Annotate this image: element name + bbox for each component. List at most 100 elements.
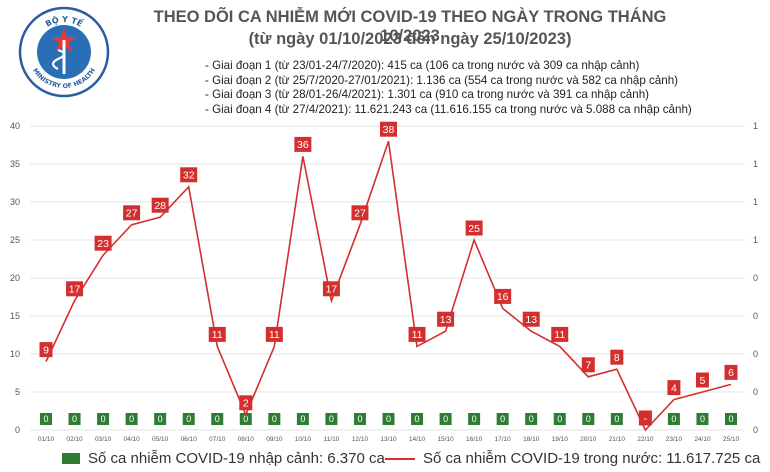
imported-bar-label: 0	[700, 414, 705, 424]
imported-bar-label: 0	[329, 414, 334, 424]
data-label: 11	[208, 326, 226, 342]
x-tick-label: 20/10	[580, 436, 597, 443]
data-label-bg	[408, 326, 426, 342]
legend-swatch-bar	[62, 453, 80, 464]
domestic-series-line	[45, 140, 732, 432]
left-tick-label: 30	[10, 197, 20, 207]
data-label-text: 6	[728, 367, 734, 379]
data-label-text: 13	[525, 314, 537, 326]
imported-bar	[296, 413, 309, 425]
imported-bar	[411, 413, 424, 425]
data-label-bg	[94, 235, 112, 251]
x-tick-label: 15/10	[437, 436, 454, 443]
imported-bar-label: 0	[300, 414, 305, 424]
data-label-text: 17	[69, 284, 81, 296]
data-label-text: 8	[614, 352, 620, 364]
x-tick-label: 10/10	[295, 436, 312, 443]
phase-note-4: - Giai đoạn 4 (từ 27/4/2021): 11.621.243…	[205, 102, 692, 116]
data-label: 9	[39, 342, 53, 358]
data-label-text: 23	[97, 238, 109, 250]
svg-text:BỘ Y TẾ: BỘ Y TẾ	[44, 14, 86, 29]
imported-bar-label: 0	[101, 414, 106, 424]
x-tick-label: 14/10	[409, 436, 426, 443]
data-label: 13	[522, 311, 540, 327]
data-label-text: 27	[354, 208, 366, 220]
imported-bar-label: 0	[671, 414, 676, 424]
legend-swatch-line	[385, 457, 415, 460]
right-tick-label: 0	[753, 311, 758, 321]
data-label-text: 11	[269, 329, 280, 341]
right-tick-label: 1	[753, 235, 758, 245]
imported-bar	[582, 413, 595, 425]
x-tick-label: 25/10	[723, 436, 740, 443]
data-label: 4	[667, 380, 681, 396]
data-label: 16	[494, 288, 512, 304]
data-label-text: 13	[440, 314, 452, 326]
imported-bar	[667, 413, 680, 425]
x-tick-label: 04/10	[123, 436, 140, 443]
imported-bar	[439, 413, 452, 425]
right-tick-label: 0	[753, 387, 758, 397]
left-tick-label: 5	[15, 387, 20, 397]
legend-label-domestic: Số ca nhiễm COVID-19 trong nước: 11.617.…	[423, 450, 761, 467]
imported-bar	[239, 413, 252, 425]
data-label-text: 11	[412, 329, 423, 341]
imported-bar-label: 0	[186, 414, 191, 424]
imported-bar-label: 0	[529, 414, 534, 424]
right-tick-label: 0	[753, 273, 758, 283]
data-label-bg	[695, 372, 709, 388]
domestic-cases-line	[45, 140, 732, 432]
imported-bar-label: 0	[728, 414, 733, 424]
right-axis-ticks: 0 0 0 0 0 1 1 1 1	[753, 121, 758, 435]
data-label: 38	[380, 121, 397, 137]
data-label: 27	[351, 205, 369, 221]
imported-bar	[696, 413, 709, 425]
imported-bar-label: 0	[215, 414, 220, 424]
phase-note-2: - Giai đoạn 2 (từ 25/7/2020-27/01/2021):…	[205, 73, 679, 87]
data-label: 8	[610, 349, 624, 365]
right-tick-label: 1	[753, 159, 758, 169]
x-tick-label: 16/10	[466, 436, 483, 443]
imported-bar-label: 0	[614, 414, 619, 424]
left-tick-label: 0	[15, 425, 20, 435]
imported-bar	[211, 413, 224, 425]
data-label: 28	[151, 197, 169, 213]
imported-bar-label: 0	[129, 414, 134, 424]
imported-bar	[496, 413, 509, 425]
data-label-text: 4	[671, 382, 677, 394]
data-label-text: 36	[297, 139, 309, 151]
x-tick-label: 01/10	[38, 436, 55, 443]
left-tick-label: 10	[10, 349, 20, 359]
imported-bar	[353, 413, 366, 425]
data-label-bg	[437, 311, 455, 327]
data-label: 7	[581, 357, 595, 373]
data-label-bg	[522, 311, 540, 327]
data-label-text: 9	[43, 344, 49, 356]
data-label: 2	[239, 395, 253, 411]
data-label-bg	[151, 197, 169, 213]
data-label: 36	[294, 136, 312, 152]
data-label-bg	[265, 326, 283, 342]
x-tick-label: 03/10	[95, 436, 112, 443]
data-label: 13	[437, 311, 455, 327]
logo-text-top: BỘ Y TẾ	[44, 14, 86, 29]
x-tick-label: 02/10	[66, 436, 83, 443]
imported-bar-label: 0	[415, 414, 420, 424]
imported-bar	[468, 413, 481, 425]
data-label: 5	[695, 372, 709, 388]
left-tick-label: 25	[10, 235, 20, 245]
x-tick-label: 23/10	[666, 436, 683, 443]
data-label-text: 2	[243, 398, 249, 410]
imported-bar-label: 0	[586, 414, 591, 424]
grid-lines	[30, 125, 745, 431]
imported-bar	[154, 413, 167, 425]
data-label: -	[638, 410, 652, 426]
data-label-bg	[66, 281, 84, 297]
imported-bar	[610, 413, 623, 425]
data-label: 23	[94, 235, 112, 251]
data-label: 17	[322, 281, 340, 297]
data-label-bg	[208, 326, 226, 342]
imported-bar-label: 0	[43, 414, 48, 424]
data-label: 32	[180, 167, 198, 183]
left-tick-label: 35	[10, 159, 20, 169]
